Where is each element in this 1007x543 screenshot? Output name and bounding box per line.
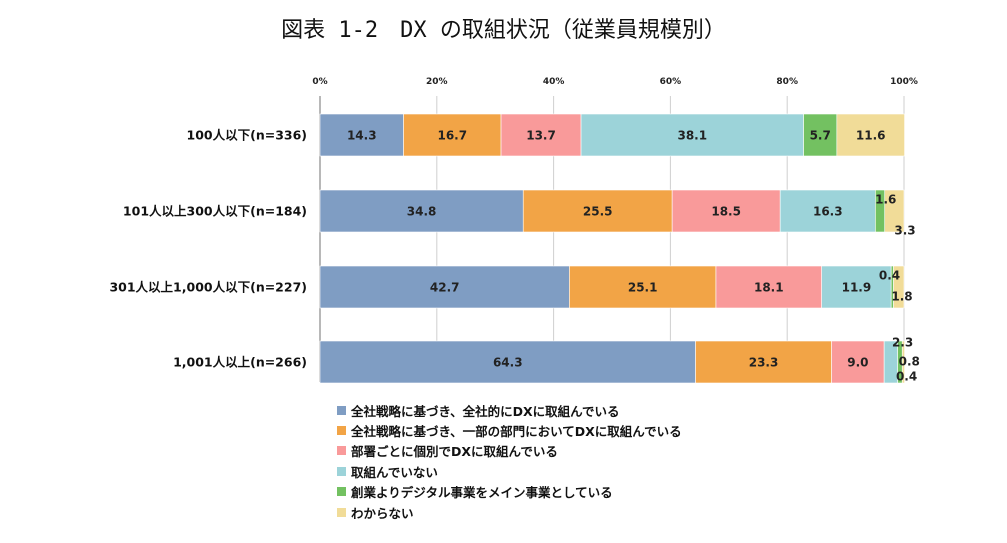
data-label: 3.3 [894, 224, 915, 238]
data-label: 16.3 [813, 205, 843, 219]
bars [319, 113, 905, 384]
data-label: 16.7 [437, 129, 467, 143]
bar-segment [831, 340, 885, 384]
category-label: 101人以上300人以下(n=184) [123, 204, 307, 219]
data-label: 18.1 [754, 281, 784, 295]
legend-swatch [337, 426, 346, 436]
data-label: 1.6 [875, 193, 896, 207]
data-label: 11.9 [842, 281, 872, 295]
legend-item: 創業よりデジタル事業をメイン事業としている [337, 482, 682, 502]
legend-label: 取組んでいない [351, 464, 438, 480]
data-label: 38.1 [677, 129, 707, 143]
data-label: 11.6 [856, 129, 886, 143]
data-label: 34.8 [407, 205, 437, 219]
legend-item: 全社戦略に基づき、全社的にDXに取組んでいる [337, 400, 682, 420]
bar-segment [893, 265, 905, 309]
data-label: 1.8 [891, 290, 912, 304]
data-label: 2.3 [892, 336, 913, 350]
bar-segment [403, 113, 502, 157]
data-label: 64.3 [493, 356, 523, 370]
bar-segment [319, 265, 570, 309]
bar-segment [901, 340, 905, 384]
legend: 全社戦略に基づき、全社的にDXに取組んでいる全社戦略に基づき、一部の部門において… [337, 400, 682, 522]
bar-segment [580, 113, 804, 157]
legend-item: 取組んでいない [337, 461, 682, 481]
legend-item: 全社戦略に基づき、一部の部門においてDXに取組んでいる [337, 420, 682, 440]
x-tick-label: 60% [660, 77, 682, 87]
data-label: 42.7 [430, 281, 460, 295]
x-tick-label: 0% [312, 77, 327, 87]
bar-segment [836, 113, 905, 157]
data-labels: 14.3 16.7 13.7 38.1 5.7 11.6 34.8 25.5 18.5 16.3 1… [347, 129, 920, 384]
stacked-bar-chart: 0% 20% 40% 60% 80% 100% 100人以下(n=336) 101人以上30… [109, 77, 920, 384]
legend-label: 全社戦略に基づき、一部の部門においてDXに取組んでいる [351, 424, 682, 440]
x-tick-label: 20% [426, 77, 448, 87]
x-axis-ticks: 0% 20% 40% 60% 80% 100% [312, 77, 918, 87]
data-label: 25.1 [628, 281, 658, 295]
data-label: 14.3 [347, 129, 377, 143]
legend-swatch [337, 405, 346, 415]
bar-segment [500, 113, 582, 157]
bar-segment [821, 265, 892, 309]
bar-segment [715, 265, 822, 309]
data-label: 13.7 [526, 129, 556, 143]
data-label: 0.4 [879, 269, 900, 283]
legend-label: わからない [351, 505, 414, 521]
data-label: 0.4 [896, 370, 917, 384]
legend-swatch [337, 466, 346, 476]
bar-segment [671, 189, 781, 233]
data-label: 5.7 [810, 129, 831, 143]
x-tick-label: 40% [543, 77, 565, 87]
data-label: 25.5 [583, 205, 613, 219]
legend-swatch [337, 507, 346, 517]
data-label: 0.8 [899, 355, 920, 369]
x-tick-label: 100% [890, 77, 918, 87]
data-label: 23.3 [749, 356, 779, 370]
category-label: 100人以下(n=336) [187, 128, 307, 143]
bar-segment [522, 189, 673, 233]
legend-label: 創業よりデジタル事業をメイン事業としている [351, 485, 613, 501]
data-label: 18.5 [711, 205, 741, 219]
bar-segment [695, 340, 832, 384]
bar-segment [569, 265, 717, 309]
legend-label: 部署ごとに個別でDXに取組んでいる [351, 444, 558, 460]
legend-label: 全社戦略に基づき、全社的にDXに取組んでいる [351, 403, 620, 419]
bar-segment [319, 340, 696, 384]
x-tick-label: 80% [776, 77, 798, 87]
category-label: 301人以上1,000人以下(n=227) [109, 280, 307, 295]
data-label: 9.0 [847, 356, 868, 370]
bar-segment [779, 189, 876, 233]
legend-item: わからない [337, 502, 682, 522]
category-labels: 100人以下(n=336) 101人以上300人以下(n=184) 301人以上1,… [109, 128, 307, 370]
legend-item: 部署ごとに個別でDXに取組んでいる [337, 441, 682, 461]
chart-title: 図表 1-2 DX の取組状況（従業員規模別） [281, 18, 726, 43]
bar-segment [803, 113, 838, 157]
bar-segment [319, 189, 524, 233]
category-label: 1,001人以上(n=266) [173, 355, 307, 370]
bar-segment [884, 189, 905, 233]
legend-swatch [337, 487, 346, 497]
legend-swatch [337, 446, 346, 456]
